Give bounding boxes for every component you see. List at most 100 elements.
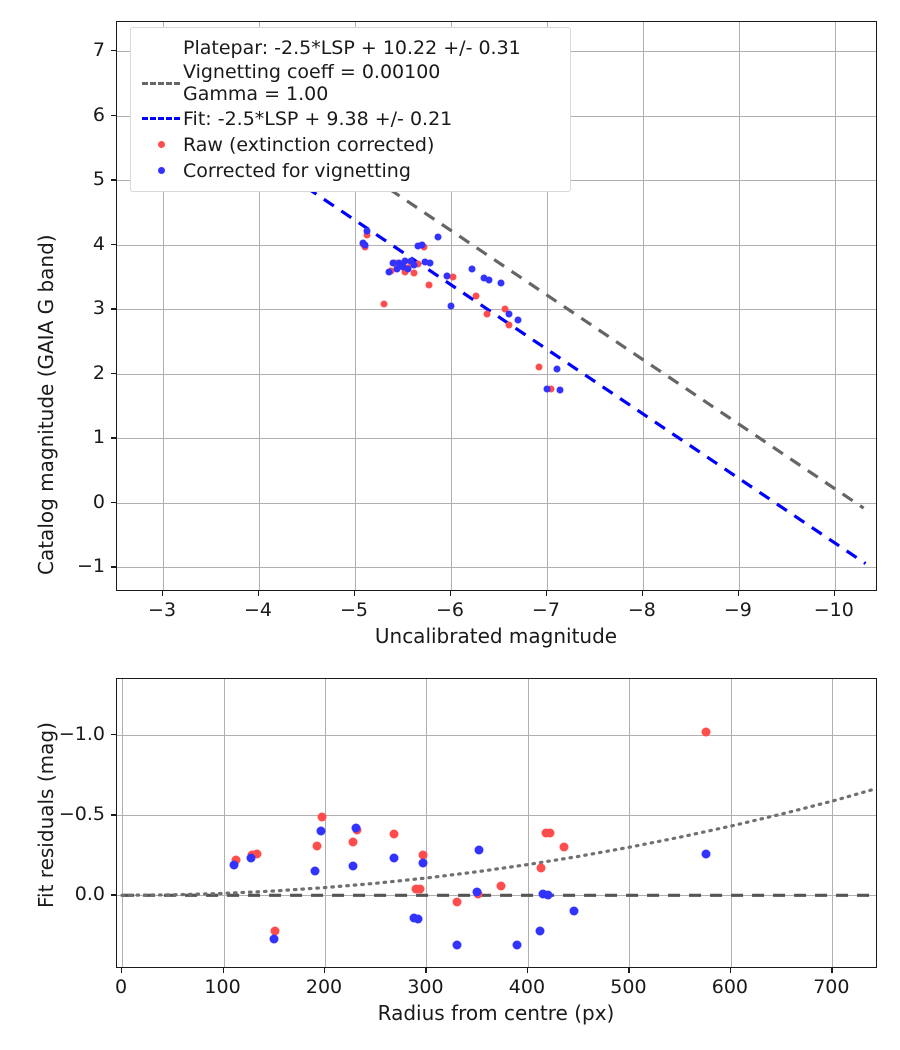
ax-top-xlabel: Uncalibrated magnitude [374, 624, 618, 648]
gridline-vertical [527, 679, 529, 967]
data-point [393, 265, 401, 273]
legend: Platepar: -2.5*LSP + 10.22 +/- 0.31 Vign… [130, 27, 571, 192]
y-tick [111, 894, 116, 896]
data-point [413, 914, 423, 924]
data-point [553, 365, 561, 373]
y-tick [111, 372, 116, 375]
x-tick-label: −8 [627, 599, 656, 621]
gridline-vertical [122, 679, 124, 967]
gridline-horizontal [117, 309, 876, 311]
y-tick-label: 0 [92, 490, 105, 513]
x-tick-label: 100 [204, 976, 241, 998]
data-point [497, 279, 505, 287]
legend-item-fit: Fit: -2.5*LSP + 9.38 +/- 0.21 [139, 106, 560, 132]
data-point [483, 310, 491, 318]
data-point [468, 265, 476, 273]
legend-item-vignetting: Vignetting coeff = 0.00100 Gamma = 1.00 [139, 61, 560, 106]
x-tick-label: 600 [711, 976, 748, 998]
y-tick [111, 501, 116, 504]
data-point [556, 386, 564, 394]
y-tick [111, 437, 116, 439]
gridline-horizontal [117, 815, 876, 817]
x-tick [324, 968, 326, 973]
data-point [310, 866, 320, 876]
data-point [410, 269, 418, 277]
data-point [389, 853, 399, 863]
ax-bot-xlabel: Radius from centre (px) [377, 1001, 615, 1025]
x-tick [729, 968, 732, 973]
data-point [425, 281, 433, 289]
data-point [418, 850, 428, 860]
data-point [501, 305, 509, 313]
x-tick [833, 591, 836, 596]
data-point [401, 257, 409, 265]
data-point [538, 889, 548, 899]
data-point [246, 853, 256, 863]
data-point [361, 241, 369, 249]
x-tick-label: −10 [813, 599, 854, 621]
data-point [421, 258, 429, 266]
y-tick-label: −1.0 [58, 723, 105, 746]
gridline-vertical [426, 679, 428, 967]
data-point [269, 934, 279, 944]
data-point [505, 310, 513, 318]
x-tick [628, 968, 630, 973]
gridline-vertical [834, 22, 836, 590]
y-tick-label: 0.0 [74, 883, 105, 906]
legend-item-platepar: Platepar: -2.5*LSP + 10.22 +/- 0.31 [139, 35, 560, 61]
y-tick-label: 6 [92, 103, 105, 126]
x-tick-label: −6 [435, 599, 464, 621]
data-point [407, 257, 415, 265]
data-point [474, 845, 484, 855]
data-point [270, 926, 280, 936]
y-tick-label: 4 [92, 232, 105, 255]
data-point [543, 890, 553, 900]
gridline-horizontal [117, 502, 876, 504]
gridline-vertical [163, 22, 165, 590]
data-point [231, 855, 241, 865]
data-point [317, 812, 327, 822]
x-tick [258, 591, 260, 596]
y-tick-label: 1 [92, 426, 105, 449]
data-point [535, 926, 545, 936]
x-tick [545, 591, 548, 596]
y-tick [111, 308, 116, 310]
data-point [472, 887, 482, 897]
y-tick [111, 50, 116, 52]
legend-label-fit: Fit: -2.5*LSP + 9.38 +/- 0.21 [183, 107, 453, 130]
data-point [701, 727, 710, 737]
data-point [505, 321, 513, 329]
y-tick [111, 114, 116, 116]
y-tick-label: 7 [92, 39, 105, 62]
x-tick-label: 500 [610, 976, 647, 998]
data-point [426, 259, 434, 267]
y-tick [111, 243, 116, 246]
data-point [410, 261, 418, 269]
ax-top-ylabel: Catalog magnitude (GAIA G band) [34, 234, 58, 575]
y-tick-label: 3 [92, 297, 105, 320]
gridline-vertical [730, 679, 732, 967]
data-point [348, 837, 358, 847]
data-point [447, 302, 455, 310]
legend-label-raw: Raw (extinction corrected) [183, 133, 435, 156]
x-tick [737, 591, 740, 596]
y-tick [111, 814, 116, 816]
data-point [480, 274, 488, 282]
data-point [452, 897, 462, 907]
y-tick [111, 566, 116, 568]
x-tick-label: −7 [531, 599, 560, 621]
data-point [443, 272, 451, 280]
x-tick [449, 591, 452, 596]
gridline-vertical [738, 22, 740, 590]
x-tick-label: 400 [508, 976, 546, 998]
gridline-horizontal [117, 373, 876, 375]
data-point [452, 940, 462, 950]
x-tick-label: 0 [115, 976, 128, 998]
data-point [404, 265, 412, 273]
data-point [547, 385, 555, 393]
data-point [536, 863, 546, 873]
data-point [229, 860, 239, 870]
x-tick [222, 968, 224, 973]
x-tick-label: −9 [723, 599, 752, 621]
data-point [418, 858, 428, 868]
